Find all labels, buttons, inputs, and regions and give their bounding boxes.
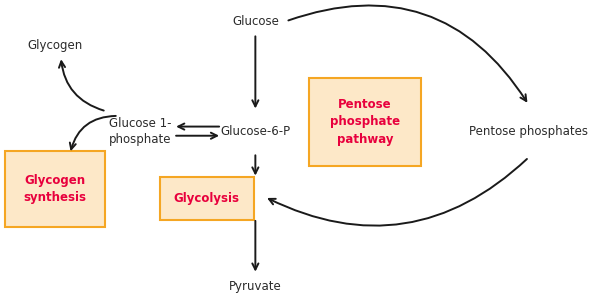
FancyBboxPatch shape bbox=[159, 177, 254, 220]
Text: Pentose
phosphate
pathway: Pentose phosphate pathway bbox=[330, 99, 400, 145]
Text: Glycogen
synthesis: Glycogen synthesis bbox=[23, 174, 86, 204]
Text: Pyruvate: Pyruvate bbox=[229, 280, 282, 293]
Text: Glucose 1-
phosphate: Glucose 1- phosphate bbox=[109, 117, 171, 146]
Text: Glucose-6-P: Glucose-6-P bbox=[220, 125, 291, 138]
Text: Glycolysis: Glycolysis bbox=[174, 192, 240, 205]
Text: Pentose phosphates: Pentose phosphates bbox=[469, 125, 589, 138]
FancyBboxPatch shape bbox=[4, 151, 105, 227]
Text: Glucose: Glucose bbox=[232, 15, 279, 28]
Text: Glycogen: Glycogen bbox=[27, 39, 82, 52]
FancyBboxPatch shape bbox=[308, 78, 421, 166]
